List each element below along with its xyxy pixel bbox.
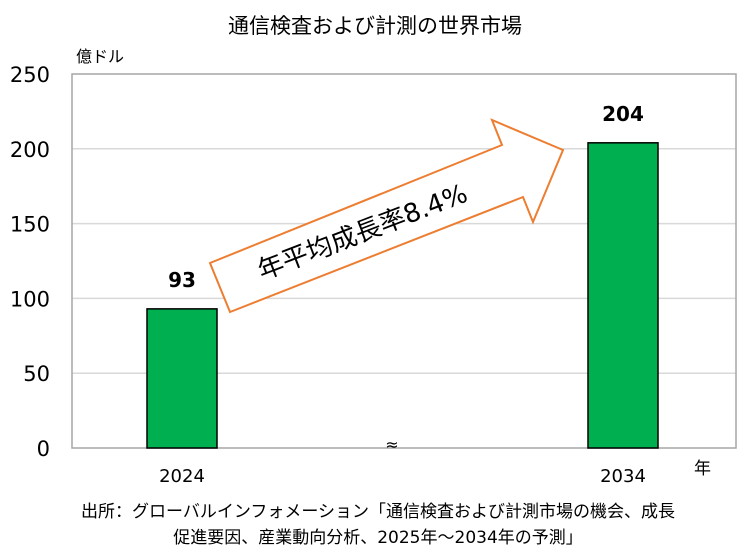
data-label: 93 xyxy=(168,268,196,292)
source-line-2: 促進要因、産業動向分析、2025年～2034年の予測」 xyxy=(173,528,583,548)
plot-frame xyxy=(71,73,737,449)
bar-2034 xyxy=(587,142,659,449)
y-axis-label: 億ドル xyxy=(76,47,124,66)
y-tick-labels: 0 50 100 150 200 250 xyxy=(10,63,50,461)
y-tick-label: 200 xyxy=(10,138,50,162)
y-tick-label: 250 xyxy=(10,63,50,87)
x-tick-label: 2024 xyxy=(159,466,205,487)
growth-arrow xyxy=(208,118,565,314)
bars: 93 2024 204 2034 xyxy=(146,102,659,487)
x-axis-label: 年 xyxy=(694,459,711,479)
data-label: 204 xyxy=(602,102,644,126)
y-tick-label: 0 xyxy=(37,437,50,461)
source-line-1: 出所：グローバルインフォメーション「通信検査および計測市場の機会、成長 xyxy=(81,502,675,522)
y-tick-label: 50 xyxy=(23,362,50,386)
x-tick-label: 2034 xyxy=(600,466,646,487)
bar-2024 xyxy=(146,308,218,449)
chart-title: 通信検査および計測の世界市場 xyxy=(228,14,522,38)
axis-break-symbol: ≈ xyxy=(385,435,398,454)
y-tick-label: 100 xyxy=(10,287,50,311)
y-tick-label: 150 xyxy=(10,213,50,237)
